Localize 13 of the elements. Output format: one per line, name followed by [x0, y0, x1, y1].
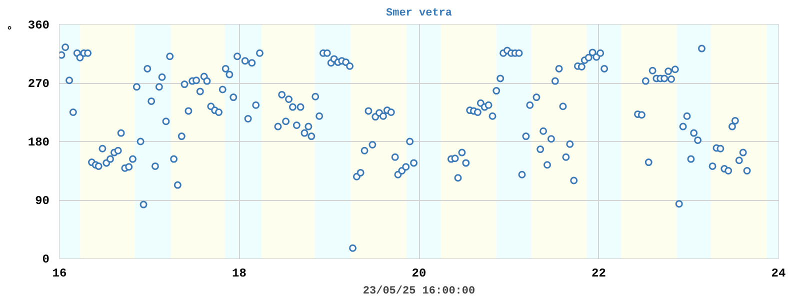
y-tick-label: 0 — [42, 252, 50, 266]
x-tick-label: 24 — [771, 266, 786, 280]
y-tick-label: 360 — [28, 18, 50, 32]
x-tick-label: 22 — [592, 266, 606, 280]
y-tick-label: 180 — [28, 136, 50, 150]
y-axis-title: ° — [8, 24, 20, 32]
x-tick-label: 18 — [232, 266, 246, 280]
y-tick-label: 270 — [28, 77, 50, 91]
x-axis-title: 23/05/25 16:00:00 — [362, 286, 476, 298]
x-tick-label: 16 — [52, 266, 67, 280]
y-tick-label: 90 — [35, 194, 50, 208]
x-tick-label: 20 — [412, 266, 426, 280]
chart-title: Smer vetra — [386, 8, 452, 20]
